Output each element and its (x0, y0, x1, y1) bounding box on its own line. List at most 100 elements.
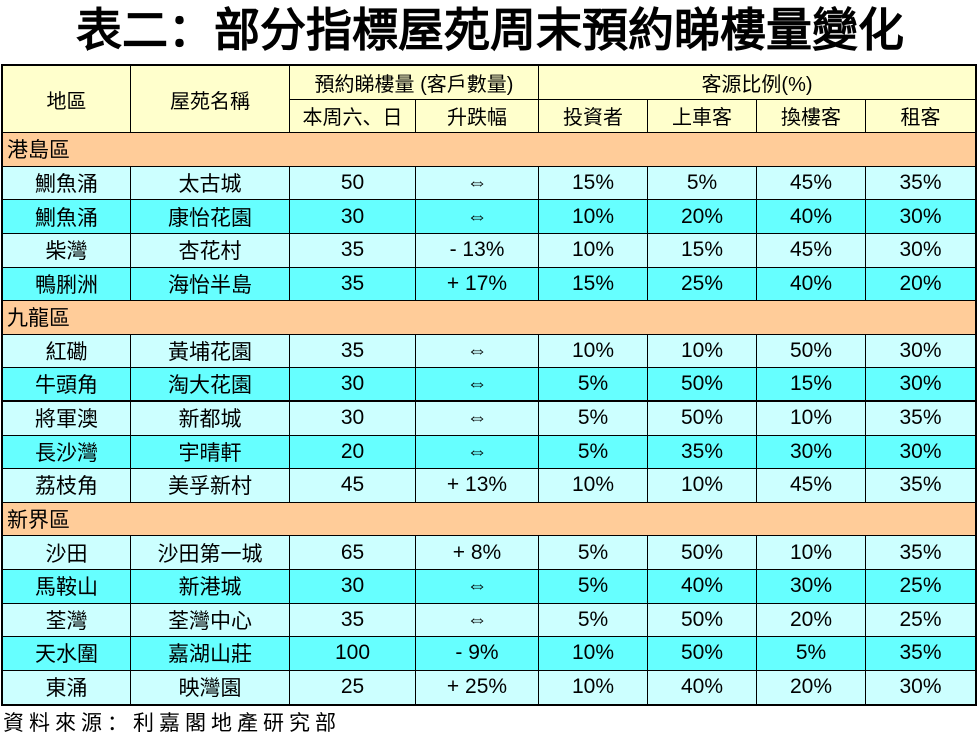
district-cell: 天水圍 (3, 637, 131, 671)
header-first-time-buyer: 上車客 (648, 99, 757, 134)
change-cell: ⇔ (416, 200, 539, 234)
region-row: 新界區 (3, 502, 975, 537)
estate-name-cell: 嘉湖山莊 (131, 637, 290, 671)
tenant-share-cell: 35% (866, 469, 975, 503)
estate-name-cell: 沙田第一城 (131, 536, 290, 570)
table-row: 牛頭角 淘大花園 30 ⇔ 5% 50% 15% 30% (3, 368, 975, 402)
change-cell: + 13% (416, 469, 539, 503)
district-cell: 牛頭角 (3, 368, 131, 402)
weekend-viewings-cell: 100 (290, 637, 416, 671)
tenant-share-cell: 30% (866, 436, 975, 470)
estate-name-cell: 荃灣中心 (131, 603, 290, 638)
tenant-share-cell: 35% (866, 167, 975, 201)
region-label: 新界區 (3, 503, 975, 537)
district-cell: 荔枝角 (3, 469, 131, 503)
district-cell: 柴灣 (3, 233, 131, 268)
upgrader-share-cell: 15% (757, 368, 866, 402)
investor-share-cell: 5% (539, 603, 648, 638)
investor-share-cell: 5% (539, 536, 648, 570)
investor-share-cell: 10% (539, 469, 648, 503)
weekend-viewings-cell: 30 (290, 401, 416, 436)
table-body: 港島區 鰂魚涌 太古城 50 ⇔ 15% 5% 45% 35% 鰂魚涌 康怡花園 30 ⇔ 10% 20% 4… (3, 133, 975, 705)
district-cell: 沙田 (3, 536, 131, 570)
header-investor: 投資者 (539, 99, 648, 134)
tenant-share-cell: 30% (899, 675, 942, 699)
upgrader-share-cell: 5% (757, 637, 866, 671)
district-cell: 將軍澳 (3, 401, 131, 436)
tenant-share-cell: 35% (866, 402, 975, 436)
upgrader-share-cell: 40% (757, 267, 866, 302)
tenant-share-cell: 35% (866, 637, 975, 671)
tenant-share-cell: 35% (866, 536, 975, 570)
estate-name-cell: 新都城 (131, 401, 290, 436)
change-cell: ⇔ (416, 401, 539, 436)
table-header: 地區 屋苑名稱 預約睇樓量 (客戶數量) 客源比例(%) 本周六、日 升跌幅 投… (3, 66, 975, 134)
estate-name-cell: 杏花村 (131, 233, 290, 268)
district-cell: 紅磡 (3, 334, 131, 369)
investor-share-cell: 10% (539, 200, 648, 234)
first-time-buyer-share-cell: 50% (648, 603, 757, 638)
first-time-buyer-share-cell: 5% (648, 166, 757, 201)
weekend-viewings-cell: 25 (290, 670, 416, 705)
investor-share-cell: 5% (539, 401, 648, 436)
change-cell: ⇔ (416, 334, 539, 369)
investor-share-cell: 10% (539, 670, 648, 705)
investor-share-cell: 10% (539, 233, 648, 268)
upgrader-share-cell: 10% (757, 401, 866, 436)
weekend-viewings-cell: 35 (290, 334, 416, 369)
district-cell: 荃灣 (3, 603, 131, 638)
first-time-buyer-share-cell: 40% (648, 670, 757, 705)
weekend-viewings-cell: 50 (290, 166, 416, 201)
tenant-share-cell: 30% (866, 234, 975, 268)
district-cell: 鰂魚涌 (3, 166, 131, 201)
tenant-share-cell: 30% (866, 335, 975, 369)
first-time-buyer-share-cell: 25% (648, 267, 757, 302)
header-weekend-viewings: 本周六、日 (290, 99, 416, 134)
investor-share-cell: 5% (539, 435, 648, 470)
header-estate-name: 屋苑名稱 (131, 66, 290, 134)
header-change: 升跌幅 (416, 99, 539, 134)
investor-share-cell: 15% (539, 166, 648, 201)
upgrader-share-cell: 50% (757, 334, 866, 369)
first-time-buyer-share-cell: 40% (648, 569, 757, 604)
tenant-share-cell: 30% (866, 368, 975, 402)
tenant-share-cell: 30% (866, 200, 975, 234)
source-note: 資料來源：利嘉閣地產研究部 (3, 712, 341, 735)
estate-name-cell: 海怡半島 (131, 267, 290, 302)
upgrader-share-cell: 20% (757, 603, 866, 638)
estate-name-cell: 淘大花園 (131, 368, 290, 402)
upgrader-share-cell: 45% (757, 166, 866, 201)
change-cell: ⇔ (416, 569, 539, 604)
weekend-viewings-cell: 30 (290, 569, 416, 604)
upgrader-share-cell: 20% (757, 670, 866, 705)
first-time-buyer-share-cell: 50% (648, 536, 757, 570)
table-row: 天水圍 嘉湖山莊 100- 9% 10% 50% 5% 35% (3, 637, 975, 671)
weekend-viewings-cell: 35 (290, 233, 416, 268)
weekend-viewings-cell: 35 (290, 603, 416, 638)
upgrader-share-cell: 10% (757, 536, 866, 570)
first-time-buyer-share-cell: 50% (648, 401, 757, 436)
upgrader-share-cell: 45% (757, 469, 866, 503)
table-row: 長沙灣 宇晴軒 20 ⇔ 5% 35% 30% 30% (3, 435, 975, 470)
table-row: 鴨脷洲 海怡半島 35 + 17% 15% 25% 40% 20% (3, 267, 975, 302)
investor-share-cell: 10% (539, 334, 648, 369)
investor-share-cell: 15% (539, 267, 648, 302)
weekend-viewings-cell: 30 (290, 368, 416, 402)
upgrader-share-cell: 40% (757, 200, 866, 234)
region-label: 港島區 (3, 133, 975, 167)
first-time-buyer-share-cell: 10% (648, 334, 757, 369)
header-viewings-group: 預約睇樓量 (客戶數量) (290, 66, 539, 100)
change-cell: - 13% (416, 233, 539, 268)
first-time-buyer-share-cell: 50% (648, 368, 757, 402)
change-cell: + 17% (416, 267, 539, 302)
table-row: 荔枝角 美孚新村 45 + 13% 10% 10% 45% 35% (3, 469, 975, 503)
first-time-buyer-share-cell: 10% (648, 469, 757, 503)
viewing-table: 地區 屋苑名稱 預約睇樓量 (客戶數量) 客源比例(%) 本周六、日 升跌幅 投… (1, 64, 977, 707)
estate-name-cell: 新港城 (131, 569, 290, 604)
table-row: 紅磡 黃埔花園 35 ⇔ 10% 10% 50% 30% (3, 334, 975, 369)
district-cell: 鰂魚涌 (3, 200, 131, 234)
district-cell: 東涌 (3, 670, 131, 705)
estate-name-cell: 美孚新村 (131, 469, 290, 503)
district-cell: 鴨脷洲 (3, 267, 131, 302)
weekend-viewings-cell: 30 (290, 200, 416, 234)
